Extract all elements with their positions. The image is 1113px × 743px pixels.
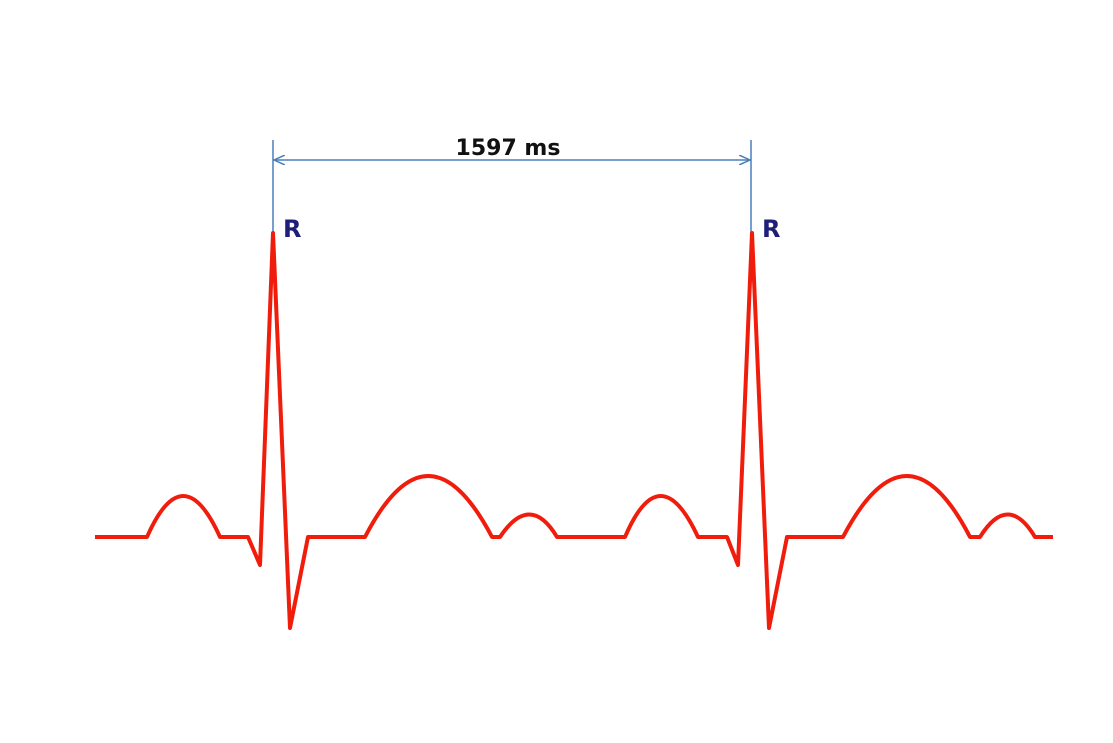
ecg-trace [95,231,1053,630]
interval-label: 1597 ms [456,136,561,161]
peak-label: R [283,215,301,243]
peak-label: R [762,215,780,243]
